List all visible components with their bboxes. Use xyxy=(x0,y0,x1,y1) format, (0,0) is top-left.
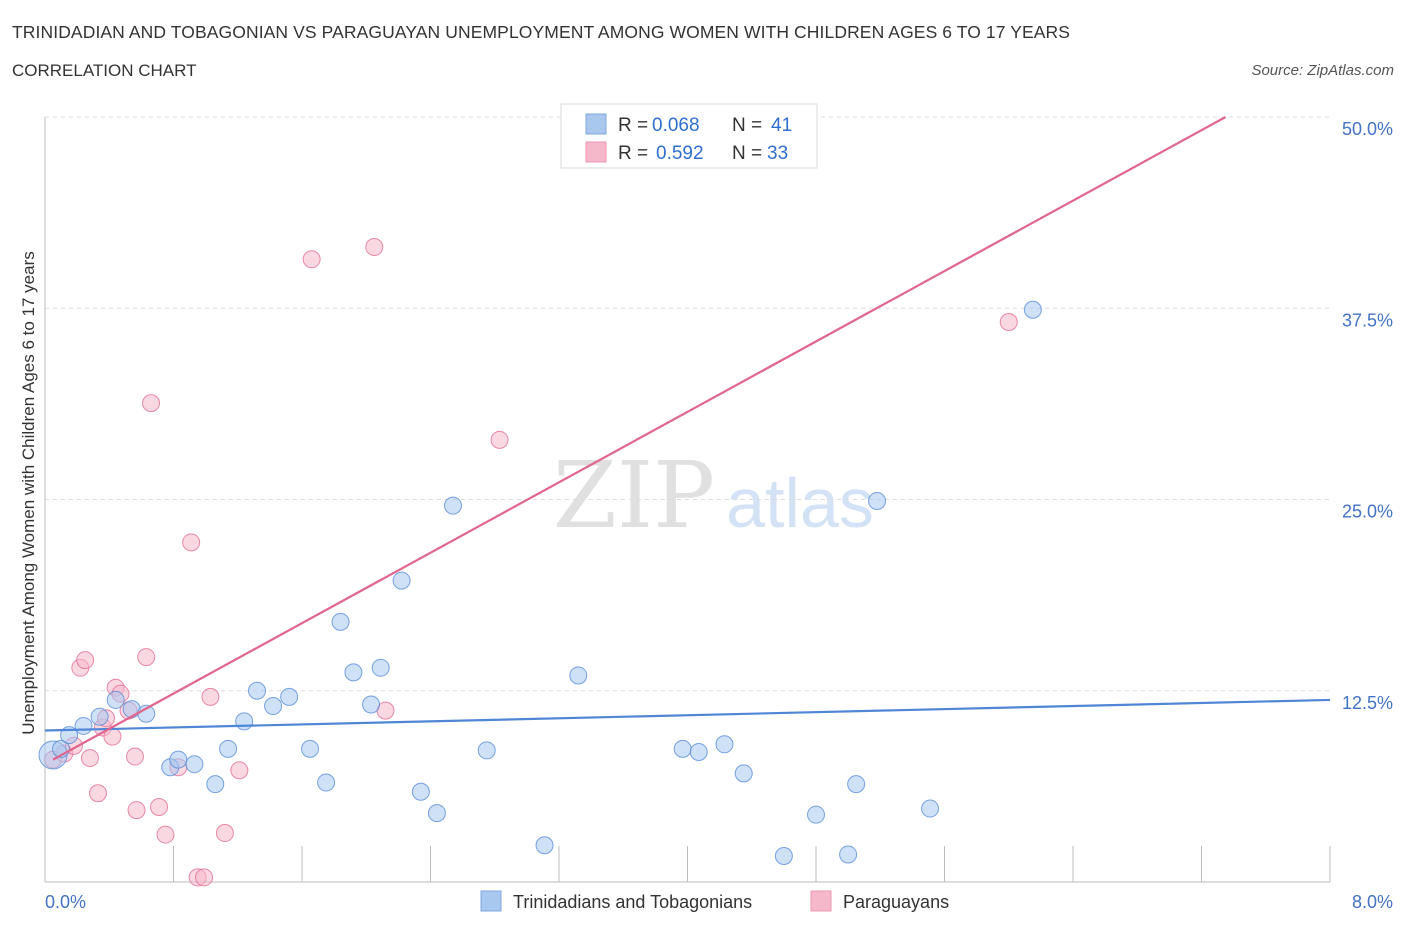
paraguayans-points xyxy=(44,238,1018,887)
y-tick-label-0: 12.5% xyxy=(1342,693,1393,713)
legend-swatch-trinidadians xyxy=(585,113,607,135)
chart-subtitle: CORRELATION CHART xyxy=(12,61,197,80)
trinidadians-point-30 xyxy=(673,739,692,758)
paraguayans-trend-line xyxy=(52,116,1227,761)
trinidadians-point-20 xyxy=(344,663,363,682)
bottom-legend-label-paraguayans: Paraguayans xyxy=(843,892,949,912)
legend-r-label-1: R = xyxy=(618,115,648,136)
trinidadians-point-32 xyxy=(715,735,734,754)
trinidadians-point-31 xyxy=(689,742,708,761)
legend-r-label-2: R = xyxy=(618,143,648,164)
legend-r-value-2: 0.592 xyxy=(656,143,704,164)
bottom-legend-swatch-paraguayans xyxy=(810,890,832,912)
legend-n-value-2: 33 xyxy=(767,143,788,164)
correlation-legend: R = 0.068 N = 41 R = 0.592 N = 33 xyxy=(560,103,818,169)
trinidadians-point-22 xyxy=(371,658,390,677)
trinidadians-point-33 xyxy=(734,764,753,783)
paraguayans-point-18 xyxy=(156,825,175,844)
trinidadians-trend-line xyxy=(44,698,1331,732)
chart-title: TRINIDADIAN AND TOBAGONIAN VS PARAGUAYAN… xyxy=(12,22,1071,42)
legend-r-value-1: 0.068 xyxy=(652,115,700,136)
trinidadians-point-18 xyxy=(317,773,336,792)
legend-n-label-1: N = xyxy=(732,115,762,136)
paraguayans-point-25 xyxy=(230,761,249,780)
paraguayans-point-6 xyxy=(89,784,108,803)
trinidadians-point-27 xyxy=(477,741,496,760)
paraguayans-point-5 xyxy=(80,749,99,768)
paraguayans-point-4 xyxy=(76,651,95,670)
paraguayans-point-29 xyxy=(490,430,509,449)
legend-n-value-1: 41 xyxy=(771,115,792,136)
trend-lines xyxy=(44,116,1331,761)
trinidadians-point-34 xyxy=(774,846,793,865)
trinidadians-point-10 xyxy=(185,755,204,774)
paraguayans-point-26 xyxy=(302,250,321,269)
series-legend: Trinidadians and Tobagonians Paraguayans xyxy=(480,890,949,912)
paraguayans-point-22 xyxy=(195,868,214,887)
axes xyxy=(44,117,1331,883)
trinidadians-point-17 xyxy=(301,739,320,758)
trinidadians-point-23 xyxy=(392,571,411,590)
watermark-zip: ZIP xyxy=(553,442,715,549)
legend-swatch-paraguayans xyxy=(585,141,607,163)
y-axis-label: Unemployment Among Women with Children A… xyxy=(19,251,38,735)
y-tick-label-2: 37.5% xyxy=(1342,310,1393,330)
trinidadians-point-36 xyxy=(839,845,858,864)
trinidadians-point-15 xyxy=(264,697,283,716)
y-tick-label-3: 50.0% xyxy=(1342,119,1393,139)
bottom-legend-label-trinidadians: Trinidadians and Tobagonians xyxy=(513,892,752,912)
x-tick-labels: 0.0% 8.0% xyxy=(45,892,1393,912)
trinidadians-point-29 xyxy=(569,666,588,685)
trinidadians-point-16 xyxy=(280,687,299,706)
y-tick-label-1: 25.0% xyxy=(1342,502,1393,522)
x-tick-label-1: 8.0% xyxy=(1352,892,1393,912)
trinidadians-point-40 xyxy=(1023,300,1042,319)
paraguayans-point-27 xyxy=(365,238,384,257)
paraguayans-point-30 xyxy=(999,313,1018,332)
trinidadians-point-3 xyxy=(74,716,93,735)
trinidadians-points xyxy=(38,300,1042,865)
paraguayans-point-16 xyxy=(142,394,161,413)
legend-n-label-2: N = xyxy=(732,143,762,164)
x-tick-label-0: 0.0% xyxy=(45,892,86,912)
paraguayans-point-14 xyxy=(127,801,146,820)
paraguayans-point-13 xyxy=(125,747,144,766)
trinidadians-point-38 xyxy=(868,492,887,511)
paraguayans-point-24 xyxy=(215,824,234,843)
trinidadians-point-12 xyxy=(219,739,238,758)
trinidadians-point-24 xyxy=(411,782,430,801)
trinidadians-point-14 xyxy=(248,681,267,700)
paraguayans-point-15 xyxy=(137,648,156,667)
y-tick-labels: 12.5% 25.0% 37.5% 50.0% xyxy=(1342,119,1393,713)
trinidadians-point-11 xyxy=(206,775,225,794)
bottom-legend-swatch-trinidadians xyxy=(480,890,502,912)
trinidadians-point-37 xyxy=(847,775,866,794)
paraguayans-point-23 xyxy=(201,687,220,706)
trinidadians-point-35 xyxy=(807,805,825,824)
paraguayans-point-17 xyxy=(150,798,169,817)
trinidadians-point-39 xyxy=(921,799,940,818)
source-credit: Source: ZipAtlas.com xyxy=(1251,62,1394,79)
trinidadians-point-13 xyxy=(235,712,254,731)
watermark-atlas: atlas xyxy=(726,464,874,542)
trinidadians-point-28 xyxy=(535,836,554,855)
trinidadians-point-25 xyxy=(427,804,446,823)
trinidadians-point-5 xyxy=(106,690,125,709)
trinidadians-point-26 xyxy=(443,496,462,515)
trinidadians-point-4 xyxy=(90,707,109,726)
grid-lines xyxy=(45,116,1330,692)
paraguayans-point-20 xyxy=(182,533,201,552)
trinidadians-point-9 xyxy=(169,750,188,769)
trinidadians-point-21 xyxy=(362,695,381,714)
trinidadians-point-19 xyxy=(331,612,350,631)
